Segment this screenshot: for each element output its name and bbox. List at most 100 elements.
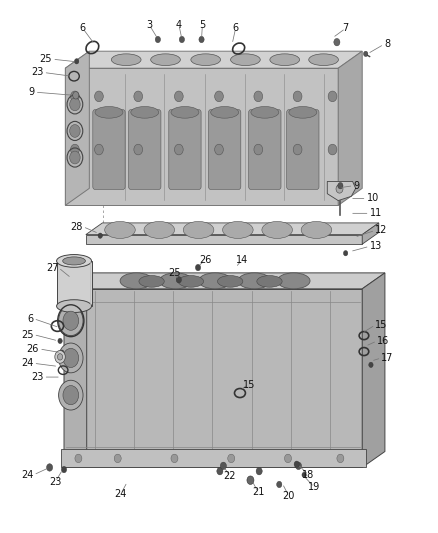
Text: 24: 24 (21, 358, 33, 368)
Ellipse shape (257, 276, 282, 287)
Circle shape (277, 481, 282, 488)
Text: 18: 18 (302, 470, 314, 480)
Text: 28: 28 (71, 222, 83, 232)
Ellipse shape (111, 54, 141, 66)
Circle shape (215, 144, 223, 155)
Ellipse shape (144, 221, 175, 238)
Circle shape (294, 461, 299, 467)
Text: 15: 15 (375, 320, 388, 330)
Circle shape (247, 476, 254, 484)
Circle shape (285, 454, 291, 463)
Ellipse shape (251, 107, 279, 118)
Polygon shape (64, 289, 362, 467)
Text: 16: 16 (377, 336, 389, 346)
Circle shape (71, 144, 79, 155)
Text: 27: 27 (46, 263, 58, 272)
Circle shape (328, 144, 337, 155)
Ellipse shape (289, 107, 317, 118)
Circle shape (63, 349, 79, 368)
Polygon shape (327, 181, 356, 200)
Circle shape (75, 454, 82, 463)
Polygon shape (60, 449, 366, 467)
Text: 24: 24 (21, 470, 33, 480)
Circle shape (295, 462, 301, 470)
Circle shape (174, 144, 183, 155)
Ellipse shape (191, 54, 220, 66)
Ellipse shape (159, 273, 192, 289)
Circle shape (199, 36, 204, 43)
Circle shape (134, 144, 143, 155)
Text: 15: 15 (243, 379, 255, 390)
Ellipse shape (178, 276, 204, 287)
Ellipse shape (270, 54, 300, 66)
Text: 23: 23 (31, 68, 43, 77)
Circle shape (57, 354, 63, 360)
Circle shape (155, 36, 160, 43)
Circle shape (293, 91, 302, 102)
Text: 25: 25 (40, 54, 52, 64)
Ellipse shape (218, 276, 243, 287)
Polygon shape (86, 235, 362, 244)
Circle shape (179, 36, 184, 43)
FancyBboxPatch shape (287, 110, 319, 189)
Circle shape (74, 59, 79, 64)
Circle shape (70, 125, 80, 138)
Circle shape (46, 464, 53, 471)
Text: 8: 8 (384, 39, 390, 49)
Text: 24: 24 (115, 489, 127, 499)
Circle shape (134, 91, 143, 102)
Ellipse shape (95, 107, 123, 118)
Circle shape (369, 362, 373, 368)
Ellipse shape (139, 276, 164, 287)
Circle shape (114, 454, 121, 463)
Text: 6: 6 (80, 23, 86, 34)
Text: 6: 6 (27, 313, 33, 324)
Ellipse shape (309, 54, 339, 66)
Text: 21: 21 (252, 488, 265, 497)
FancyBboxPatch shape (169, 110, 201, 189)
Circle shape (73, 92, 79, 99)
Text: 17: 17 (381, 353, 394, 363)
Text: 26: 26 (27, 344, 39, 354)
Circle shape (63, 385, 79, 405)
Polygon shape (65, 68, 338, 205)
FancyBboxPatch shape (129, 110, 161, 189)
Circle shape (254, 144, 263, 155)
Circle shape (174, 91, 183, 102)
Text: 23: 23 (31, 372, 43, 382)
Text: 13: 13 (370, 241, 382, 251)
Polygon shape (57, 261, 92, 306)
Circle shape (195, 264, 201, 271)
Circle shape (61, 466, 67, 473)
Ellipse shape (57, 255, 92, 267)
Polygon shape (338, 51, 362, 205)
Circle shape (336, 184, 343, 193)
FancyBboxPatch shape (208, 110, 241, 189)
Text: 4: 4 (176, 20, 182, 30)
Ellipse shape (120, 273, 153, 289)
Circle shape (337, 454, 344, 463)
FancyBboxPatch shape (93, 110, 125, 189)
Text: 14: 14 (236, 255, 248, 265)
Circle shape (302, 472, 306, 478)
Circle shape (176, 277, 181, 283)
Ellipse shape (211, 107, 239, 118)
Circle shape (171, 454, 178, 463)
Circle shape (59, 306, 83, 336)
Circle shape (338, 182, 343, 189)
Ellipse shape (199, 273, 231, 289)
Polygon shape (65, 51, 362, 68)
Circle shape (254, 91, 263, 102)
Polygon shape (362, 273, 385, 467)
Circle shape (63, 311, 79, 330)
Ellipse shape (277, 273, 310, 289)
Ellipse shape (105, 221, 135, 238)
Ellipse shape (57, 300, 92, 312)
Text: 25: 25 (168, 268, 181, 278)
Circle shape (334, 38, 340, 46)
Ellipse shape (183, 221, 214, 238)
Circle shape (293, 144, 302, 155)
Circle shape (71, 91, 79, 102)
Circle shape (228, 454, 235, 463)
Ellipse shape (151, 54, 180, 66)
